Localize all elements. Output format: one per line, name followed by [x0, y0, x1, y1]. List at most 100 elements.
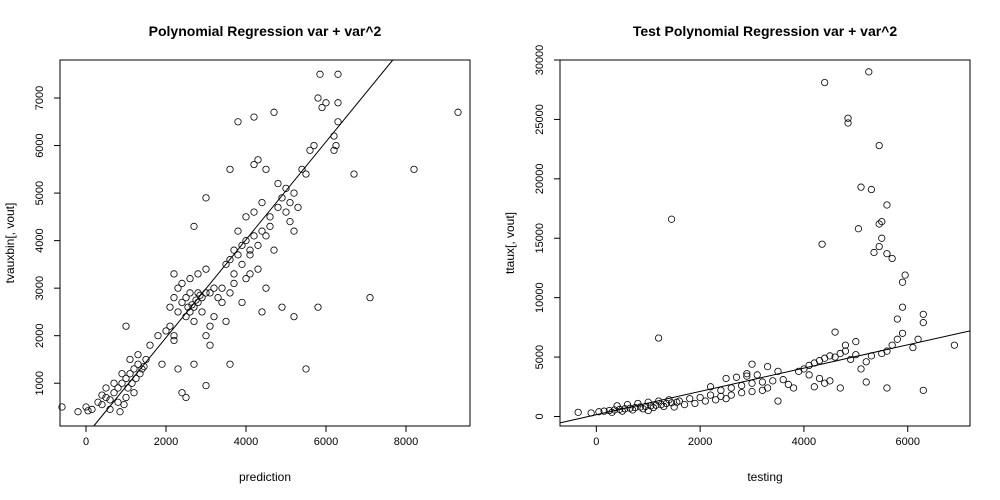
- data-point: [130, 365, 138, 373]
- data-point: [118, 370, 126, 378]
- y-tick-label: 2000: [34, 323, 46, 347]
- data-point: [831, 328, 839, 336]
- data-point: [639, 405, 647, 413]
- data-point: [774, 367, 782, 375]
- data-point: [120, 401, 128, 409]
- data-point: [218, 298, 226, 307]
- data-point: [262, 165, 270, 173]
- data-point: [862, 358, 870, 366]
- data-point: [186, 275, 194, 283]
- data-point: [158, 360, 166, 368]
- data-point: [332, 141, 340, 150]
- data-point: [919, 310, 927, 318]
- data-point: [134, 360, 142, 368]
- data-point: [660, 402, 668, 410]
- data-point: [174, 308, 182, 316]
- y-tick-label: 20000: [534, 164, 546, 195]
- data-point: [226, 289, 234, 297]
- data-point: [665, 396, 673, 404]
- data-point: [182, 294, 190, 302]
- data-point: [600, 407, 608, 415]
- data-point: [909, 343, 917, 352]
- data-point: [290, 189, 298, 197]
- data-point: [222, 317, 230, 326]
- regression-line: [93, 59, 394, 427]
- plot-test-polynomial-regression: Test Polynomial Regression var + var^2 t…: [503, 23, 971, 484]
- data-point: [286, 218, 294, 226]
- data-point: [88, 405, 96, 413]
- data-point: [815, 374, 824, 383]
- data-point: [865, 68, 873, 76]
- data-point: [238, 241, 246, 249]
- data-point: [727, 391, 735, 399]
- data-point: [844, 119, 852, 127]
- data-point: [919, 319, 927, 327]
- data-point: [748, 387, 756, 396]
- regression-line: [559, 330, 971, 424]
- data-point: [274, 179, 282, 188]
- data-point: [667, 215, 676, 223]
- data-point: [898, 303, 907, 311]
- data-point: [206, 322, 214, 330]
- data-point: [266, 222, 274, 230]
- data-point: [254, 265, 262, 273]
- data-point: [334, 70, 342, 78]
- data-point: [274, 203, 282, 211]
- data-point: [102, 393, 110, 402]
- data-point: [686, 395, 694, 403]
- y-axis: 0 5000 10000 15000 20000 25000 30000: [534, 45, 561, 420]
- data-point: [883, 201, 891, 209]
- data-point: [234, 227, 242, 235]
- data-point: [595, 408, 603, 416]
- data-point: [784, 380, 792, 389]
- y-tick-label: 0: [534, 413, 546, 419]
- data-point: [758, 386, 767, 394]
- data-point: [106, 396, 114, 404]
- x-axis-label: testing: [747, 470, 782, 484]
- data-point: [246, 270, 254, 278]
- data-point: [130, 389, 138, 397]
- data-point: [878, 218, 886, 226]
- x-axis: 0 2000 4000 6000 8000: [83, 425, 418, 448]
- data-point: [847, 355, 855, 364]
- y-tick-label: 10000: [534, 282, 546, 313]
- data-point: [94, 398, 102, 406]
- y-tick-label: 4000: [34, 228, 46, 252]
- data-point: [738, 381, 746, 390]
- y-tick-label: 5000: [534, 345, 546, 369]
- data-point: [188, 301, 196, 309]
- data-point: [178, 389, 186, 397]
- x-tick-label: 4000: [234, 436, 258, 448]
- data-point: [717, 386, 725, 394]
- x-tick-label: 0: [593, 436, 599, 448]
- data-point: [883, 384, 891, 392]
- data-point: [226, 360, 234, 368]
- data-point: [214, 294, 222, 302]
- y-axis-label: tvauxbin[, vout]: [3, 203, 17, 284]
- data-point: [316, 70, 324, 78]
- data-point: [226, 165, 234, 173]
- data-point: [190, 360, 198, 368]
- data-point: [138, 365, 146, 373]
- data-point: [852, 338, 860, 346]
- data-point: [670, 403, 678, 411]
- data-point: [250, 232, 258, 240]
- y-tick-label: 25000: [534, 104, 546, 135]
- data-point: [774, 397, 782, 405]
- data-point: [290, 313, 298, 321]
- data-point: [242, 237, 250, 245]
- data-point: [242, 275, 250, 283]
- plot-frame: [59, 59, 471, 427]
- data-point: [696, 393, 704, 402]
- data-point: [154, 332, 162, 340]
- data-point: [84, 407, 92, 415]
- data-point: [727, 384, 735, 392]
- chart-title: Polynomial Regression var + var^2: [149, 23, 382, 39]
- data-point: [826, 352, 834, 360]
- data-point: [743, 372, 751, 380]
- data-point: [202, 194, 210, 202]
- x-tick-label: 2000: [154, 436, 178, 448]
- data-point: [691, 399, 699, 408]
- data-point: [888, 254, 896, 263]
- plot-frame: [559, 59, 971, 427]
